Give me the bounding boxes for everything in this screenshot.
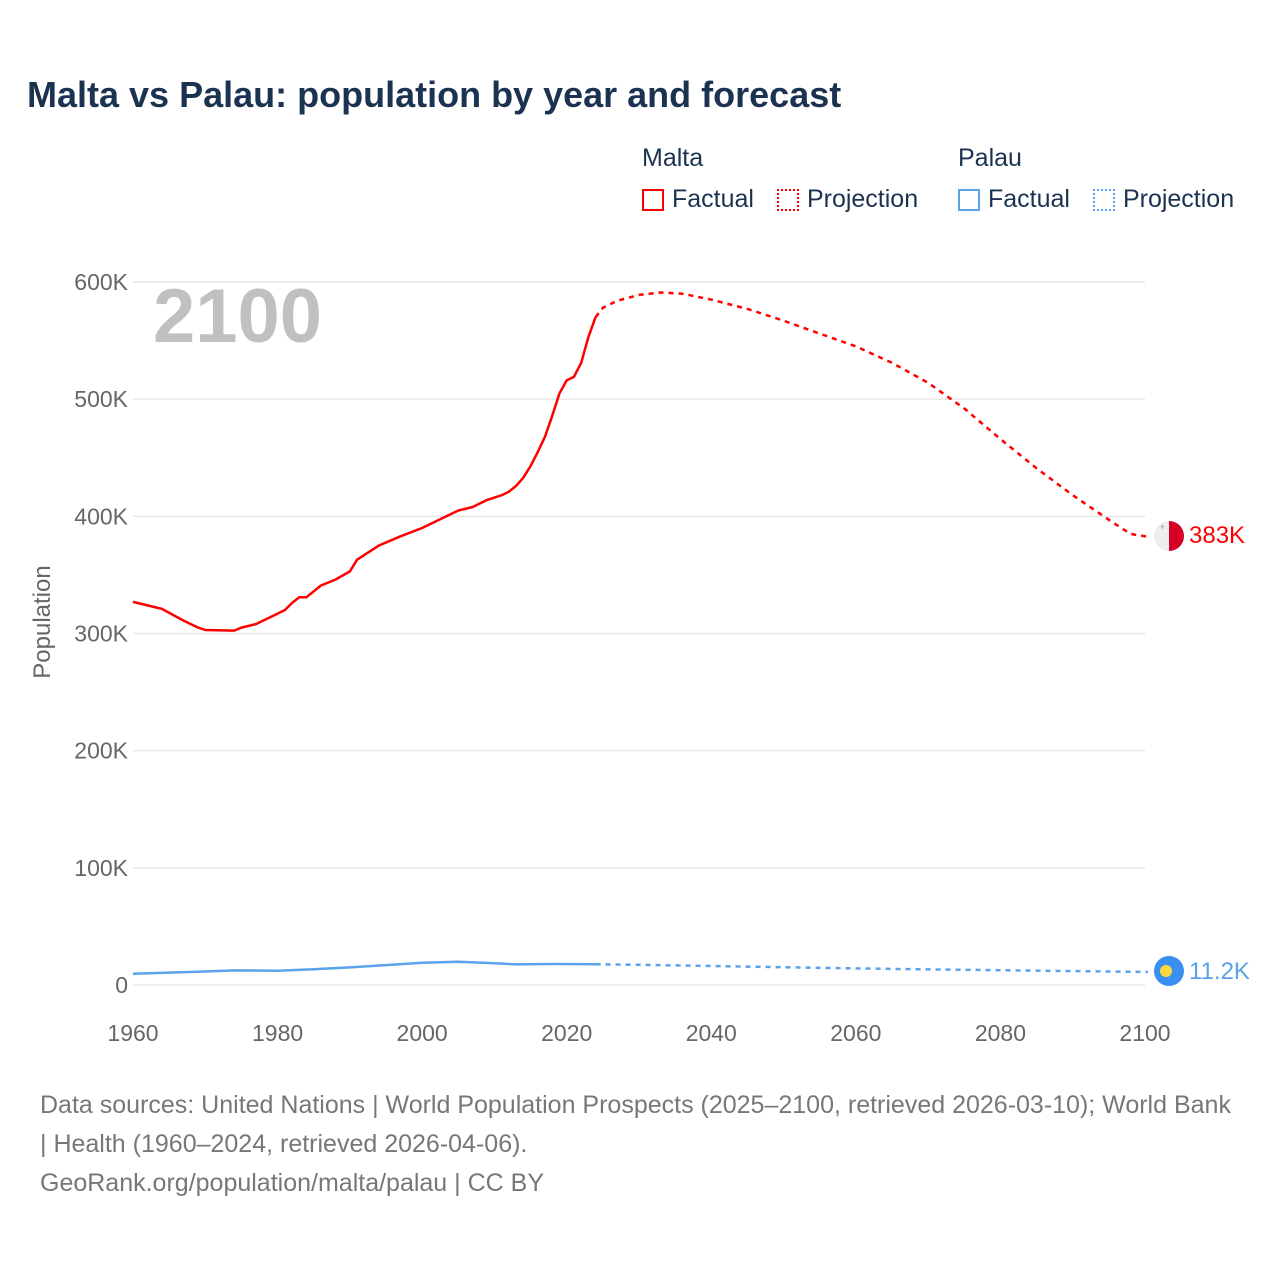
palau-projection-line bbox=[595, 963, 1148, 974]
dotted-swatch-icon bbox=[1092, 188, 1115, 211]
legend-palau-factual[interactable]: Factual bbox=[958, 185, 1070, 214]
malta-projection-line bbox=[594, 291, 1148, 538]
x-tick-label: 2040 bbox=[686, 1020, 737, 1046]
legend-label: Factual bbox=[672, 185, 754, 213]
chart-title: Malta vs Palau: population by year and f… bbox=[27, 74, 842, 115]
legend-label: Projection bbox=[1122, 185, 1235, 213]
svg-text:+: + bbox=[1160, 522, 1165, 532]
y-tick-label: 600K bbox=[74, 269, 128, 295]
x-tick-label: 2060 bbox=[830, 1020, 881, 1046]
legend-malta-title: Malta bbox=[642, 144, 704, 172]
x-tick-label: 1960 bbox=[107, 1020, 158, 1046]
y-tick-label: 100K bbox=[74, 855, 128, 881]
data-sources: Data sources: United Nations | World Pop… bbox=[40, 1091, 1231, 1158]
legend-palau-title: Palau bbox=[958, 144, 1022, 172]
solid-swatch-icon bbox=[642, 188, 664, 211]
legend-label: Factual bbox=[988, 185, 1070, 213]
legend-malta: Malta Factual Projection bbox=[642, 144, 934, 218]
x-tick-label: 2080 bbox=[975, 1020, 1026, 1046]
legend-label: Projection bbox=[806, 185, 919, 213]
credit-link[interactable]: GeoRank.org/population/malta/palau | CC … bbox=[40, 1169, 545, 1197]
legend-palau-projection[interactable]: Projection bbox=[1092, 185, 1235, 214]
malta-end-label: 383K bbox=[1189, 522, 1245, 549]
legend-palau: Palau Factual Projection bbox=[958, 144, 1250, 218]
y-tick-label: 200K bbox=[74, 738, 128, 764]
legend-malta-factual[interactable]: Factual bbox=[642, 185, 754, 214]
y-tick-label: 500K bbox=[74, 386, 128, 412]
legend-malta-projection[interactable]: Projection bbox=[776, 185, 919, 214]
y-tick-label: 400K bbox=[74, 503, 128, 529]
palau-flag-icon bbox=[1154, 956, 1184, 986]
x-tick-label: 1980 bbox=[252, 1020, 303, 1046]
footer: Data sources: United Nations | World Pop… bbox=[40, 1086, 1240, 1203]
y-tick-label: 300K bbox=[74, 621, 128, 647]
y-axis-label: Population bbox=[29, 565, 56, 678]
x-tick-label: 2100 bbox=[1119, 1020, 1170, 1046]
y-tick-label: 0 bbox=[115, 972, 128, 998]
palau-factual-line bbox=[132, 960, 596, 976]
dotted-swatch-icon bbox=[776, 188, 799, 211]
malta-flag-icon: + bbox=[1154, 521, 1184, 551]
palau-end-label: 11.2K bbox=[1189, 958, 1250, 985]
year-watermark: 2100 bbox=[153, 274, 322, 359]
x-tick-label: 2000 bbox=[397, 1020, 448, 1046]
x-tick-label: 2020 bbox=[541, 1020, 592, 1046]
malta-factual-line bbox=[132, 316, 597, 632]
solid-swatch-icon bbox=[958, 188, 980, 211]
